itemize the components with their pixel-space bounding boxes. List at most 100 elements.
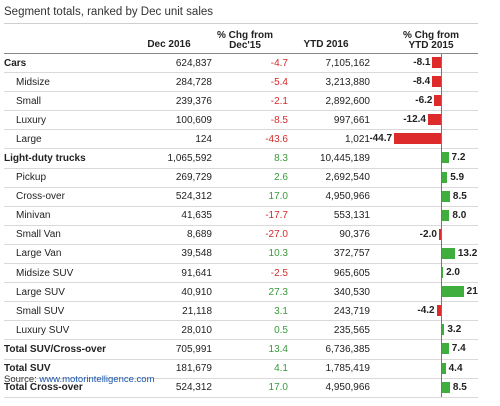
table-row: Small SUV 21,118 3.1 243,719 -4.2 — [4, 301, 478, 322]
table-row: Luxury SUV 28,010 0.5 235,565 3.2 — [4, 320, 478, 341]
cell-chg-ytd: -6.2 — [370, 91, 478, 112]
ytd-change-bar — [432, 76, 441, 88]
cell-chg-dec: -5.4 — [212, 72, 288, 93]
ytd-change-bar — [441, 209, 450, 221]
source-note: Source: www.motorintelligence.com — [4, 374, 155, 385]
cell-chg-ytd: 13.2 — [370, 244, 478, 265]
cell-dec-2016: 21,118 — [132, 301, 212, 322]
row-name: Cross-over — [4, 187, 132, 207]
cell-ytd-2016: 10,445,189 — [288, 148, 370, 169]
table-row: Total SUV 181,679 4.1 1,785,419 4.4 — [4, 359, 478, 379]
row-name: Large — [4, 129, 132, 150]
cell-chg-dec: 4.1 — [212, 359, 288, 379]
source-label: Source: — [4, 374, 37, 385]
cell-chg-dec: 13.4 — [212, 339, 288, 360]
cell-chg-dec: -2.1 — [212, 91, 288, 112]
cell-ytd-2016: 2,692,540 — [288, 168, 370, 188]
cell-chg-dec: 2.6 — [212, 168, 288, 188]
ytd-change-bar — [432, 57, 441, 68]
header-ytd-2016: YTD 2016 — [303, 39, 349, 50]
cell-ytd-2016: 243,719 — [288, 301, 370, 322]
data-table: Cars 624,837 -4.7 7,105,162 -8.1 Midsize 284,7… — [4, 54, 478, 398]
table-row: Luxury 100,609 -8.5 997,661 -12.4 — [4, 110, 478, 131]
cell-chg-ytd: 8.0 — [370, 206, 478, 226]
table-row: Cars 624,837 -4.7 7,105,162 -8.1 — [4, 54, 478, 74]
table-row: Midsize 284,728 -5.4 3,213,880 -8.4 — [4, 72, 478, 93]
ytd-change-bar — [436, 305, 441, 317]
ytd-change-bar — [438, 228, 441, 240]
ytd-change-label: 8.5 — [452, 190, 467, 202]
table-row: Midsize SUV 91,641 -2.5 965,605 2.0 — [4, 263, 478, 284]
cell-dec-2016: 624,837 — [132, 54, 212, 74]
cell-chg-dec: 10.3 — [212, 244, 288, 265]
cell-ytd-2016: 4,950,966 — [288, 378, 370, 398]
cell-chg-dec: -27.0 — [212, 225, 288, 245]
row-name: Luxury SUV — [4, 320, 132, 341]
ytd-change-label: 21.6 — [466, 286, 478, 298]
ytd-change-label: -12.4 — [403, 114, 426, 126]
cell-chg-dec: -2.5 — [212, 263, 288, 284]
cell-ytd-2016: 6,736,385 — [288, 339, 370, 360]
table-row: Cross-over 524,312 17.0 4,950,966 8.5 — [4, 187, 478, 207]
cell-chg-ytd: 3.2 — [370, 320, 478, 341]
cell-chg-dec: 17.0 — [212, 187, 288, 207]
row-name: Total SUV — [4, 359, 132, 379]
cell-ytd-2016: 90,376 — [288, 225, 370, 245]
ytd-change-label: 7.2 — [451, 152, 466, 164]
ytd-change-bar — [441, 324, 445, 336]
cell-ytd-2016: 372,757 — [288, 244, 370, 265]
header-chg-ytd: % Chg from YTD 2015 — [386, 31, 476, 51]
ytd-change-label: -4.2 — [417, 305, 435, 317]
table-row: Light-duty trucks 1,065,592 8.3 10,445,189 7… — [4, 148, 478, 169]
ytd-change-bar — [427, 114, 441, 126]
cell-chg-ytd: 8.5 — [370, 378, 478, 398]
cell-ytd-2016: 7,105,162 — [288, 54, 370, 74]
table-row: Total SUV/Cross-over 705,991 13.4 6,736,385… — [4, 339, 478, 360]
table-row: Large 124 -43.6 1,021 -44.7 — [4, 129, 478, 150]
row-name: Small — [4, 91, 132, 112]
ytd-change-bar — [441, 381, 450, 393]
cell-dec-2016: 524,312 — [132, 378, 212, 398]
header-chg-ytd-line1: % Chg from — [402, 30, 460, 41]
cell-chg-ytd: -2.0 — [370, 225, 478, 245]
cell-ytd-2016: 3,213,880 — [288, 72, 370, 93]
row-name: Light-duty trucks — [4, 148, 132, 169]
cell-chg-ytd: 4.4 — [370, 359, 478, 379]
cell-chg-dec: -4.7 — [212, 54, 288, 74]
ytd-change-bar — [441, 247, 455, 259]
cell-dec-2016: 40,910 — [132, 282, 212, 303]
cell-ytd-2016: 1,021 — [288, 129, 370, 150]
ytd-change-label: 4.4 — [448, 362, 463, 374]
cell-dec-2016: 269,729 — [132, 168, 212, 188]
source-link[interactable]: www.motorintelligence.com — [39, 374, 155, 385]
ytd-change-label: -6.2 — [415, 95, 433, 107]
cell-dec-2016: 91,641 — [132, 263, 212, 284]
ytd-change-bar — [441, 171, 448, 183]
cell-chg-ytd: -4.2 — [370, 301, 478, 322]
cell-ytd-2016: 965,605 — [288, 263, 370, 284]
ytd-change-bar — [434, 95, 441, 107]
table-row: Minivan 41,635 -17.7 553,131 8.0 — [4, 206, 478, 226]
table-row: Small Van 8,689 -27.0 90,376 -2.0 — [4, 225, 478, 245]
table-row: Pickup 269,729 2.6 2,692,540 5.9 — [4, 168, 478, 188]
title-divider — [4, 23, 478, 24]
cell-chg-ytd: 2.0 — [370, 263, 478, 284]
ytd-change-bar — [441, 152, 449, 164]
cell-ytd-2016: 553,131 — [288, 206, 370, 226]
cell-chg-dec: -17.7 — [212, 206, 288, 226]
cell-chg-ytd: -12.4 — [370, 110, 478, 131]
ytd-change-label: 5.9 — [450, 171, 465, 183]
header-divider — [4, 53, 478, 54]
cell-chg-dec: 3.1 — [212, 301, 288, 322]
ytd-change-label: 8.0 — [452, 209, 467, 221]
cell-chg-dec: 8.3 — [212, 148, 288, 169]
cell-dec-2016: 524,312 — [132, 187, 212, 207]
table-row: Total Cross-over 524,312 17.0 4,950,966 8.5 — [4, 378, 478, 398]
cell-chg-ytd: 8.5 — [370, 187, 478, 207]
cell-chg-dec: 27.3 — [212, 282, 288, 303]
row-name: Large Van — [4, 244, 132, 265]
cell-dec-2016: 181,679 — [132, 359, 212, 379]
cell-ytd-2016: 4,950,966 — [288, 187, 370, 207]
header-chg-ytd-line2: YTD 2015 — [408, 40, 454, 51]
